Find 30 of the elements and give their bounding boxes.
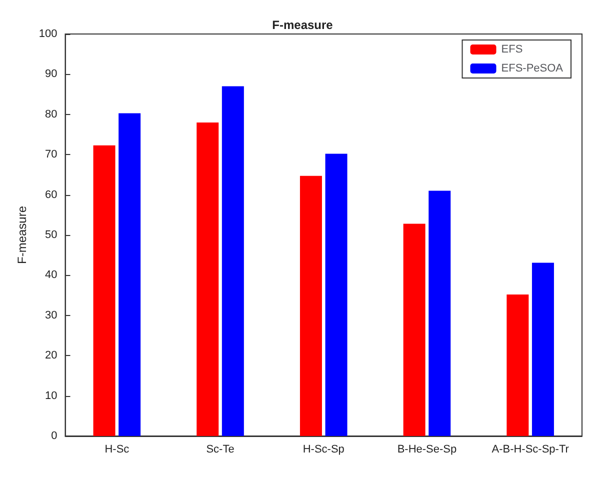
y-tick-label: 20 — [45, 350, 58, 362]
y-tick-label: 60 — [45, 188, 58, 201]
bar — [300, 176, 322, 436]
y-tick-label: 90 — [45, 68, 58, 80]
y-tick-label: 80 — [45, 108, 58, 120]
bar — [93, 145, 116, 436]
x-tick-label: B-He-Se-Sp — [397, 444, 457, 456]
x-tick-label: H-Sc-Sp — [302, 444, 344, 456]
bar — [222, 86, 244, 436]
bar — [403, 224, 426, 436]
bar — [506, 294, 529, 436]
legend-label: EFS — [501, 44, 523, 56]
x-tick-label: H-Sc — [104, 444, 130, 456]
bar — [118, 113, 141, 436]
x-tick-label: Sc-Te — [206, 444, 234, 456]
y-tick-label: 30 — [45, 309, 58, 322]
y-tick-label: 70 — [45, 148, 58, 161]
legend-label: EFS-PeSOA — [501, 62, 564, 74]
bar — [532, 262, 554, 436]
bar — [196, 122, 219, 436]
chart-title: F-measure — [272, 18, 334, 32]
y-tick-label: 50 — [45, 229, 58, 241]
bar — [428, 190, 451, 436]
bar — [325, 154, 348, 436]
y-tick-label: 0 — [51, 430, 58, 442]
y-tick-label: 40 — [45, 269, 58, 282]
x-tick-label: A-B-H-Sc-Sp-Tr — [492, 444, 570, 456]
y-tick-label: 10 — [45, 390, 58, 402]
y-axis-title: F-measure — [15, 206, 29, 264]
y-tick-label: 100 — [38, 28, 58, 40]
